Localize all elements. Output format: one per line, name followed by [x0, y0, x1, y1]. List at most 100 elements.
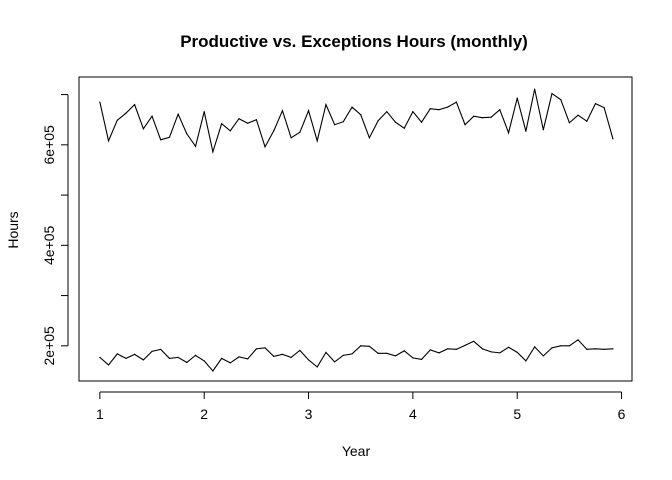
- series-2-point: [577, 339, 579, 341]
- y-axis-label: Hours: [5, 211, 21, 248]
- series-2-point: [551, 347, 553, 349]
- series-1-point: [464, 124, 466, 126]
- series-1-point: [525, 130, 527, 132]
- series-2-point: [612, 348, 614, 350]
- series-1-point: [412, 111, 414, 113]
- series-1-point: [325, 104, 327, 106]
- series-1-point: [160, 139, 162, 141]
- series-1-point: [247, 122, 249, 124]
- series-2-point: [507, 346, 510, 348]
- series-1-point: [194, 145, 197, 147]
- series-1-point: [342, 121, 344, 123]
- series-2-point: [186, 361, 188, 364]
- series-1-point: [351, 106, 353, 108]
- series-2-point: [212, 370, 214, 372]
- series-1-point: [186, 133, 188, 135]
- series-1-point: [455, 101, 457, 103]
- x-tick-label: 5: [513, 406, 521, 422]
- series-2-point: [107, 364, 110, 366]
- series-2-point: [325, 351, 327, 353]
- series-2-point: [360, 345, 362, 347]
- series-1-point: [151, 115, 153, 117]
- series-2-point: [594, 348, 597, 350]
- series-1-point: [438, 109, 440, 111]
- x-tick-label: 2: [200, 406, 208, 422]
- series-2-point: [420, 358, 423, 360]
- series-1-point: [281, 110, 284, 112]
- series-1-point: [368, 137, 370, 139]
- series-1-point: [203, 111, 205, 113]
- series-2-point: [264, 347, 266, 349]
- series-2-point: [586, 348, 588, 350]
- series-2-point: [377, 352, 379, 354]
- series-1-point: [612, 138, 614, 140]
- series-2-point: [203, 360, 205, 362]
- series-1-point: [316, 140, 318, 142]
- x-tick-label: 3: [305, 406, 313, 422]
- series-layer: [99, 88, 614, 372]
- series-2-point: [603, 348, 605, 350]
- series-1-point: [377, 120, 379, 122]
- series-2-point: [151, 350, 153, 352]
- series-1-point: [568, 122, 571, 124]
- series-1-point: [551, 92, 553, 95]
- series-2-point: [429, 349, 431, 351]
- series-1-point: [490, 116, 492, 118]
- series-2-point: [281, 353, 284, 355]
- series-1-point: [603, 107, 605, 109]
- x-axis-label: Year: [342, 443, 371, 459]
- series-2-point: [560, 345, 562, 347]
- series-1-point: [577, 114, 579, 116]
- y-axis: 2e+05 4e+05 6e+05: [41, 94, 69, 366]
- series-2-point: [386, 352, 388, 354]
- series-2-point: [221, 357, 223, 359]
- series-2-point: [255, 348, 257, 350]
- series-1-point: [594, 103, 597, 105]
- series-2-point: [403, 350, 405, 352]
- series-2-point: [299, 349, 301, 351]
- series-1-point: [334, 124, 336, 126]
- series-2-point: [438, 352, 440, 354]
- x-tick-label: 4: [409, 406, 417, 422]
- series-1-point: [177, 113, 179, 115]
- series-1-point: [420, 121, 423, 123]
- series-2-point: [368, 345, 370, 347]
- series-2-line: [99, 339, 613, 372]
- series-1-point: [403, 127, 405, 129]
- series-1-point: [307, 110, 310, 112]
- y-tick-label: 6e+05: [41, 125, 57, 165]
- series-1-point: [221, 123, 223, 125]
- y-tick-label: 4e+05: [41, 225, 57, 265]
- series-2-point: [116, 353, 118, 355]
- series-1-point: [481, 117, 484, 119]
- series-2-point: [516, 351, 518, 353]
- series-1-point: [212, 151, 214, 153]
- series-1-line: [99, 88, 614, 155]
- series-1-point: [394, 121, 397, 123]
- series-1-point: [107, 140, 110, 142]
- series-1-point: [142, 128, 144, 130]
- series-2-point: [99, 356, 101, 358]
- series-2-point: [160, 348, 162, 350]
- series-2-point: [142, 359, 144, 361]
- series-1-point: [360, 114, 362, 116]
- series-1-point: [116, 119, 118, 121]
- x-axis: 1 2 3 4 5 6: [96, 391, 626, 422]
- series-2-point: [394, 355, 397, 357]
- y-tick-label: 2e+05: [41, 326, 57, 366]
- series-2-point: [481, 348, 484, 350]
- series-2-point: [473, 340, 475, 342]
- series-2-point: [247, 358, 249, 360]
- series-1-point: [264, 146, 266, 148]
- series-1-point: [534, 88, 536, 90]
- series-1-point: [586, 120, 588, 122]
- series-1-point: [499, 109, 501, 111]
- series-2-point: [307, 359, 310, 361]
- series-1-point: [386, 111, 388, 113]
- series-2-point: [316, 366, 318, 368]
- series-1-point: [273, 130, 275, 132]
- series-2-point: [134, 353, 136, 355]
- series-1-point: [516, 97, 518, 99]
- x-tick-label: 6: [618, 406, 626, 422]
